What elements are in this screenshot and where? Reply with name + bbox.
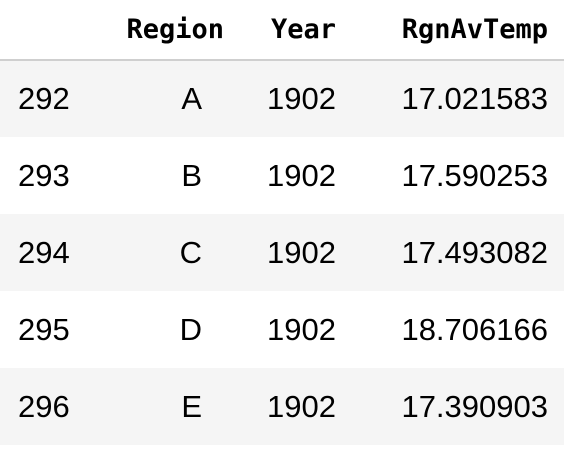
table-row: 293 B 1902 17.590253 (0, 137, 564, 214)
year-cell: 1902 (267, 157, 336, 193)
row-index: 294 (18, 234, 70, 270)
rgnavtemp-column-header: RgnAvTemp (352, 0, 564, 61)
row-index: 295 (18, 311, 70, 347)
region-cell: D (179, 311, 202, 347)
year-cell: 1902 (267, 81, 336, 116)
rgnavtemp-cell: 18.706166 (401, 311, 548, 347)
table-header: Region Year RgnAvTemp (0, 0, 564, 61)
index-header (0, 0, 102, 61)
rgnavtemp-cell: 17.021583 (401, 81, 548, 116)
rgnavtemp-cell: 17.590253 (401, 157, 548, 193)
table-row: 296 E 1902 17.390903 (0, 368, 564, 445)
year-column-header: Year (240, 0, 352, 61)
table-row: 294 C 1902 17.493082 (0, 214, 564, 291)
region-cell: B (181, 157, 202, 193)
rgnavtemp-cell: 17.390903 (401, 388, 548, 424)
year-cell: 1902 (267, 234, 336, 270)
header-row: Region Year RgnAvTemp (0, 0, 564, 61)
region-cell: A (181, 81, 202, 116)
row-index: 293 (18, 157, 70, 193)
region-column-header: Region (102, 0, 240, 61)
row-index: 296 (18, 388, 70, 424)
region-cell: C (179, 234, 202, 270)
row-index: 292 (18, 81, 70, 116)
dataframe-table: Region Year RgnAvTemp 292 A 1902 17.0215… (0, 0, 564, 445)
rgnavtemp-cell: 17.493082 (401, 234, 548, 270)
table-body: 292 A 1902 17.021583 293 B 1902 17.59025… (0, 60, 564, 445)
table-row: 295 D 1902 18.706166 (0, 291, 564, 368)
year-cell: 1902 (267, 388, 336, 424)
table-row: 292 A 1902 17.021583 (0, 60, 564, 137)
year-cell: 1902 (267, 311, 336, 347)
region-cell: E (181, 388, 202, 424)
